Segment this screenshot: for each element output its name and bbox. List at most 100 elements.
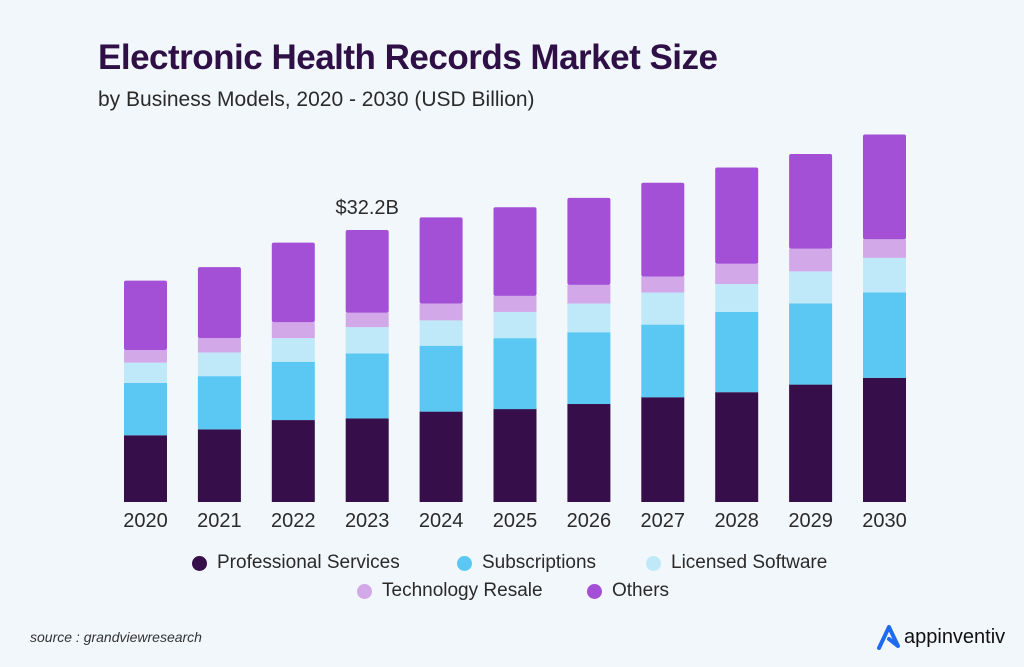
bar-subscriptions-2023 bbox=[345, 353, 389, 419]
bar-professional-services-2024 bbox=[419, 411, 463, 502]
chart-subtitle: by Business Models, 2020 - 2030 (USD Bil… bbox=[98, 88, 535, 111]
data-label-total: $32.2B bbox=[336, 197, 399, 219]
bar-licensed-software-2027 bbox=[641, 292, 685, 325]
bar-technology-resale-2023 bbox=[345, 312, 389, 328]
bar-licensed-software-2021 bbox=[197, 352, 241, 377]
bar-others-2021 bbox=[197, 267, 241, 339]
legend-label: Technology Resale bbox=[382, 580, 543, 601]
bar-group-2021 bbox=[197, 267, 241, 502]
bar-subscriptions-2020 bbox=[124, 382, 167, 436]
bar-professional-services-2022 bbox=[271, 420, 315, 502]
bar-subscriptions-2028 bbox=[715, 311, 759, 393]
bar-subscriptions-2027 bbox=[641, 324, 685, 398]
bar-technology-resale-2029 bbox=[789, 248, 833, 272]
bar-licensed-software-2025 bbox=[493, 311, 537, 339]
bar-group-2027 bbox=[641, 182, 685, 502]
x-tick-label: 2030 bbox=[862, 510, 907, 532]
bar-others-2023 bbox=[345, 230, 389, 313]
logo-a-icon bbox=[877, 625, 900, 650]
bar-group-2030 bbox=[863, 134, 906, 502]
bar-licensed-software-2022 bbox=[271, 338, 315, 362]
bar-professional-services-2030 bbox=[863, 377, 906, 502]
bar-others-2030 bbox=[863, 134, 906, 240]
bar-technology-resale-2022 bbox=[271, 322, 315, 339]
x-tick-label: 2025 bbox=[493, 510, 538, 532]
bar-group-2023 bbox=[345, 230, 389, 502]
bar-subscriptions-2021 bbox=[197, 376, 241, 430]
bar-licensed-software-2023 bbox=[345, 327, 389, 354]
bar-licensed-software-2024 bbox=[419, 320, 463, 346]
bar-technology-resale-2030 bbox=[863, 239, 906, 258]
bar-others-2028 bbox=[715, 167, 759, 264]
bar-group-2025 bbox=[493, 207, 537, 502]
legend-label: Professional Services bbox=[217, 552, 400, 573]
bar-others-2027 bbox=[641, 182, 685, 277]
bar-subscriptions-2025 bbox=[493, 338, 537, 410]
bar-professional-services-2025 bbox=[493, 409, 537, 502]
x-tick-label: 2029 bbox=[788, 510, 833, 532]
legend-swatch bbox=[457, 555, 472, 571]
x-tick-label: 2020 bbox=[123, 510, 168, 532]
x-tick-label: 2026 bbox=[567, 510, 612, 532]
bar-technology-resale-2026 bbox=[567, 284, 611, 304]
legend-swatch bbox=[587, 583, 602, 599]
legend-swatch bbox=[646, 555, 661, 571]
bar-licensed-software-2029 bbox=[789, 271, 833, 304]
bar-technology-resale-2028 bbox=[715, 263, 759, 285]
legend-label: Others bbox=[612, 580, 670, 601]
bar-licensed-software-2020 bbox=[124, 362, 167, 383]
bar-group-2028 bbox=[715, 167, 759, 502]
bar-group-2024 bbox=[419, 217, 463, 502]
x-tick-label: 2024 bbox=[419, 510, 464, 532]
bar-licensed-software-2026 bbox=[567, 303, 611, 333]
bar-professional-services-2023 bbox=[345, 418, 389, 502]
x-tick-label: 2028 bbox=[714, 510, 759, 532]
chart-title: Electronic Health Records Market Size bbox=[98, 38, 718, 77]
bar-subscriptions-2022 bbox=[271, 361, 315, 421]
bar-subscriptions-2026 bbox=[567, 332, 611, 405]
bar-technology-resale-2024 bbox=[419, 303, 463, 321]
x-tick-label: 2021 bbox=[197, 510, 242, 532]
bar-others-2025 bbox=[493, 207, 537, 296]
x-tick-label: 2022 bbox=[271, 510, 316, 532]
bar-group-2026 bbox=[567, 197, 611, 502]
legend-label: Subscriptions bbox=[482, 552, 597, 573]
bar-professional-services-2026 bbox=[567, 404, 611, 502]
legend-item-technology-resale: Technology Resale bbox=[357, 580, 543, 602]
x-tick-label: 2023 bbox=[345, 510, 390, 532]
bar-licensed-software-2028 bbox=[715, 284, 759, 312]
legend-item-licensed-software: Licensed Software bbox=[646, 552, 827, 574]
bar-group-2029 bbox=[789, 153, 833, 502]
bar-subscriptions-2024 bbox=[419, 345, 463, 412]
legend-label: Licensed Software bbox=[671, 552, 828, 573]
bar-professional-services-2029 bbox=[789, 384, 833, 502]
legend-item-professional-services: Professional Services bbox=[192, 552, 400, 574]
bar-others-2026 bbox=[567, 197, 611, 285]
x-tick-label: 2027 bbox=[641, 510, 686, 532]
bar-technology-resale-2021 bbox=[197, 338, 241, 353]
bar-professional-services-2027 bbox=[641, 397, 685, 502]
bar-subscriptions-2029 bbox=[789, 303, 833, 385]
bar-subscriptions-2030 bbox=[863, 292, 906, 378]
bar-licensed-software-2030 bbox=[863, 257, 906, 293]
bar-technology-resale-2027 bbox=[641, 276, 685, 293]
bar-group-2020 bbox=[124, 280, 167, 502]
logo-text: appinventiv bbox=[904, 625, 1006, 648]
bar-professional-services-2021 bbox=[197, 429, 241, 502]
bar-others-2022 bbox=[271, 242, 315, 323]
bar-technology-resale-2025 bbox=[493, 295, 537, 312]
bar-others-2024 bbox=[419, 217, 463, 304]
legend-swatch bbox=[357, 583, 372, 599]
source-note: source : grandviewresearch bbox=[30, 629, 202, 645]
legend-item-others: Others bbox=[587, 580, 669, 602]
bar-others-2020 bbox=[124, 280, 167, 350]
bar-technology-resale-2020 bbox=[124, 349, 167, 363]
legend-item-subscriptions: Subscriptions bbox=[457, 552, 596, 574]
bar-professional-services-2028 bbox=[715, 392, 759, 502]
appinventiv-logo: appinventiv bbox=[876, 624, 1005, 650]
legend-swatch bbox=[192, 555, 207, 571]
bar-professional-services-2020 bbox=[124, 435, 167, 502]
bar-others-2029 bbox=[789, 153, 833, 249]
bar-group-2022 bbox=[271, 242, 315, 502]
